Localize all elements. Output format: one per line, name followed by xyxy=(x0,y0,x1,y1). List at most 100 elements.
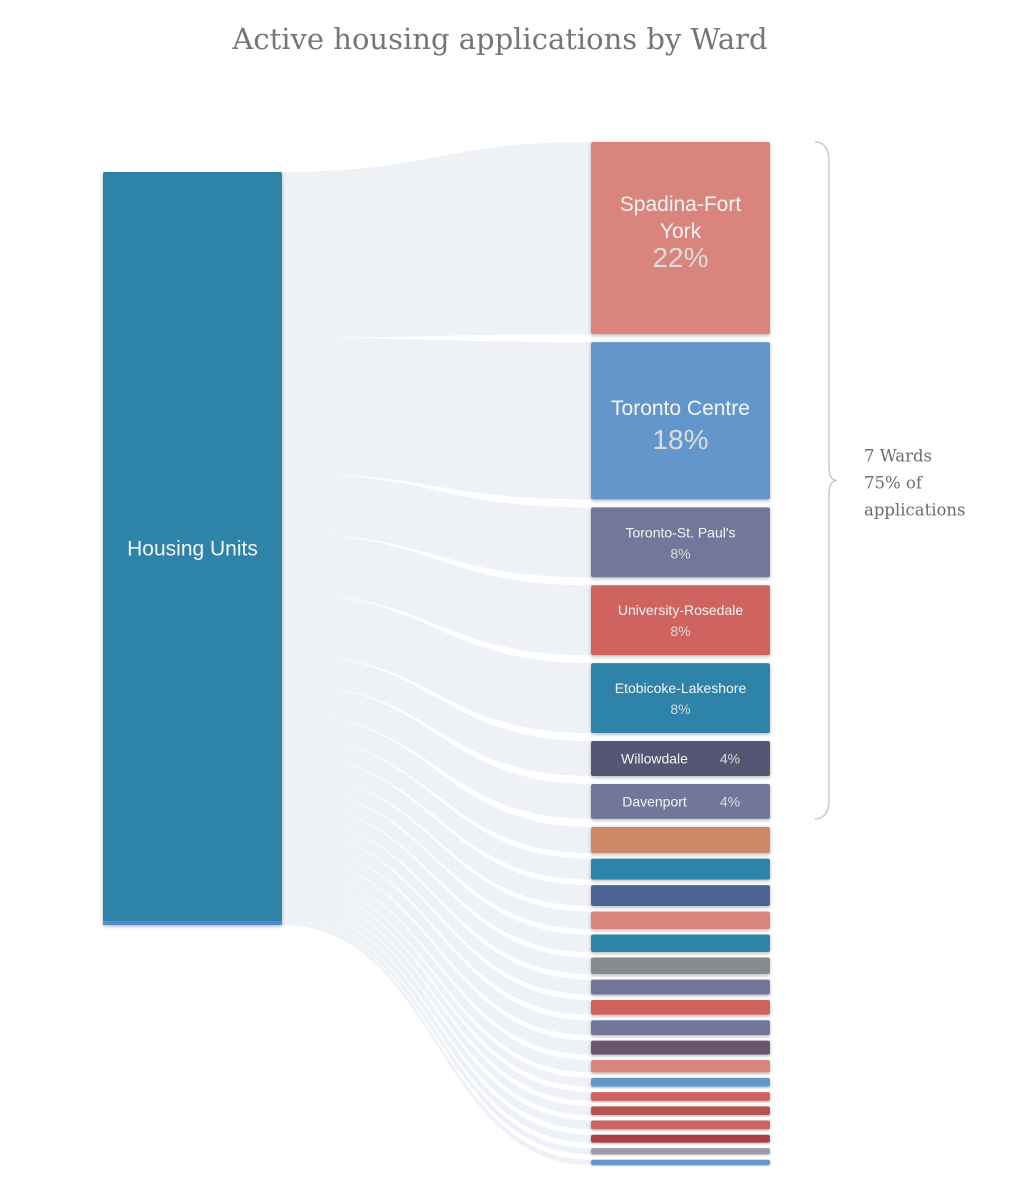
ward-node xyxy=(591,858,770,880)
source-bar-edge xyxy=(103,921,282,925)
annotation-text: applications xyxy=(864,500,966,519)
source-bar xyxy=(103,172,282,925)
ward-bar xyxy=(591,1077,770,1087)
ward-node xyxy=(591,1159,770,1165)
flow-link xyxy=(282,867,591,1073)
ward-label: Willowdale xyxy=(621,751,688,767)
ward-node: Toronto Centre 18% xyxy=(591,342,770,500)
ward-bar xyxy=(591,858,770,880)
ward-bar xyxy=(591,1092,770,1101)
flow-link xyxy=(282,855,591,1055)
source-node: Housing Units xyxy=(103,172,282,925)
flow-link xyxy=(282,142,591,338)
ward-bar xyxy=(591,957,770,975)
ward-node xyxy=(591,885,770,907)
ward-bar xyxy=(591,1040,770,1055)
flow-link xyxy=(282,772,591,930)
ward-annotation: 7 Wards 75% of applications xyxy=(814,141,966,820)
ward-node xyxy=(591,1020,770,1036)
flow-link xyxy=(282,653,591,776)
brace xyxy=(814,141,838,820)
ward-bar xyxy=(591,885,770,907)
flow-link xyxy=(282,915,591,1155)
ward-node xyxy=(591,1148,770,1155)
ward-bar xyxy=(591,911,770,930)
flow-link xyxy=(282,900,591,1130)
ward-bar xyxy=(591,783,770,819)
chart-title: Active housing applications by Ward xyxy=(231,22,767,56)
ward-node: Etobicoke-Lakeshore 8% xyxy=(591,663,770,734)
ward-bar xyxy=(591,585,770,656)
ward-label: Spadina-Fort York xyxy=(620,193,742,243)
flow-link xyxy=(282,714,591,854)
ward-percent: 8% xyxy=(670,701,690,717)
ward-node xyxy=(591,911,770,930)
ward-bar xyxy=(591,1106,770,1116)
ward-bar xyxy=(591,142,770,335)
ward-label: Etobicoke-Lakeshore xyxy=(615,680,747,696)
flow-link xyxy=(282,787,591,952)
ward-node xyxy=(591,979,770,995)
ward-node xyxy=(591,1092,770,1101)
source-label: Housing Units xyxy=(127,538,258,561)
flow-link xyxy=(282,878,591,1087)
ward-bar xyxy=(591,826,770,854)
flow-link xyxy=(282,842,591,1036)
ward-node xyxy=(591,1040,770,1055)
ward-node xyxy=(591,934,770,952)
flow-link xyxy=(282,533,591,656)
ward-node: Willowdale 4% xyxy=(591,741,770,776)
ward-percent: 4% xyxy=(720,751,740,767)
ward-node: University-Rosedale 8% xyxy=(591,585,770,656)
flow-link xyxy=(282,893,591,1116)
flow-link xyxy=(282,817,591,995)
ward-percent: 18% xyxy=(652,424,708,455)
ward-label: Toronto-St. Paul's xyxy=(625,524,735,540)
ward-label: University-Rosedale xyxy=(618,602,743,618)
ward-bar xyxy=(591,507,770,578)
flow-link xyxy=(282,908,591,1143)
flow-link xyxy=(282,830,591,1015)
flow-link xyxy=(282,885,591,1101)
ward-bar xyxy=(591,342,770,500)
ward-label: Davenport xyxy=(622,793,687,809)
ward-percent: 8% xyxy=(670,623,690,639)
ward-node xyxy=(591,957,770,975)
ward-bar xyxy=(591,741,770,776)
ward-bar xyxy=(591,1134,770,1143)
ward-node xyxy=(591,999,770,1015)
flow-link xyxy=(282,473,591,578)
ward-bar xyxy=(591,1159,770,1165)
flow-link xyxy=(282,736,591,880)
ward-node: Davenport 4% xyxy=(591,783,770,819)
ward-bar xyxy=(591,979,770,995)
ward-bar xyxy=(591,999,770,1015)
ward-label: Toronto Centre xyxy=(611,397,750,420)
flow-links xyxy=(282,142,591,1165)
ward-bar xyxy=(591,1148,770,1155)
flow-link xyxy=(282,920,591,1165)
ward-node: Toronto-St. Paul's 8% xyxy=(591,507,770,578)
ward-bar xyxy=(591,1120,770,1130)
ward-bar xyxy=(591,663,770,734)
ward-node xyxy=(591,1106,770,1116)
flow-link xyxy=(282,754,591,907)
flow-link xyxy=(282,684,591,819)
flow-link xyxy=(282,803,591,975)
ward-percent: 22% xyxy=(652,242,708,273)
flow-link xyxy=(282,337,591,500)
annotation-text: 7 Wards xyxy=(864,446,932,465)
ward-bar xyxy=(591,934,770,952)
annotation-text: 75% of xyxy=(864,473,924,492)
ward-percent: 4% xyxy=(720,793,740,809)
ward-bar xyxy=(591,1020,770,1036)
ward-node xyxy=(591,826,770,854)
ward-node xyxy=(591,1120,770,1130)
flow-link xyxy=(282,593,591,734)
ward-node xyxy=(591,1134,770,1143)
ward-percent: 8% xyxy=(670,545,690,561)
ward-node xyxy=(591,1060,770,1073)
